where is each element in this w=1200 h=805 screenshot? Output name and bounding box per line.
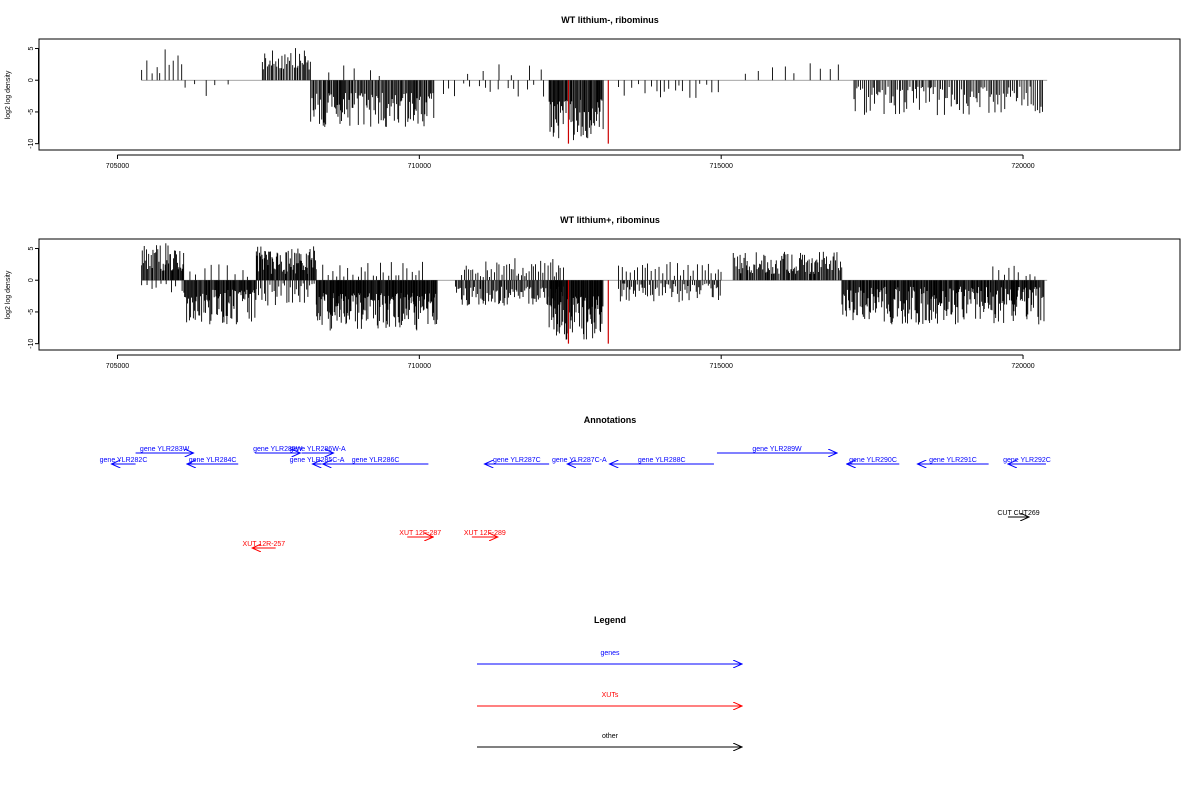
feature-other: CUT CUT269 [997,510,1040,517]
panel-title: WT lithium-, ribominus [561,15,659,25]
x-tick-label: 720000 [1011,163,1034,170]
feature-genes: gene YLR284C [187,457,239,464]
feature-genes: gene YLR291C [917,457,989,464]
track-panel-lithium-plus: WT lithium+, ribominus log2 log density … [5,215,1181,370]
feature-label: gene YLR283W [140,446,190,453]
x-axis: 705000 710000 715000 720000 [106,354,1035,370]
y-tick-label: -10 [28,338,35,348]
plot-frame [38,38,1181,151]
y-tick-label: -10 [28,138,35,148]
legend: Legend genes XUTs other [477,615,742,747]
x-axis: 705000 710000 715000 720000 [106,154,1035,170]
y-tick-label: 0 [28,278,35,282]
feature-label: gene YLR286C [352,457,400,464]
x-tick-label: 720000 [1011,363,1034,370]
feature-genes: gene YLR287C [485,457,550,464]
feature-genes: gene YLR286W-A [290,446,346,453]
feature-label: gene YLR286W-A [290,446,346,453]
feature-label: gene YLR282C [100,457,148,464]
feature-genes: gene YLR285W [253,446,303,453]
legend-title: Legend [594,615,626,625]
feature-genes: gene YLR286C [323,457,429,464]
legend-label: other [602,733,619,740]
y-axis-label: log2 log density [5,270,12,319]
feature-label: gene YLR289W [752,446,802,453]
track-panel-lithium-minus: WT lithium-, ribominus log2 log density … [5,15,1181,170]
legend-item-other: other [477,733,742,747]
feature-label: XUT 12F-287 [399,530,441,537]
feature-xuts: XUT 12R-257 [243,541,286,548]
y-tick-label: 5 [28,246,35,250]
feature-genes: gene YLR288C [610,457,714,464]
x-tick-label: 710000 [408,163,431,170]
feature-label: CUT CUT269 [997,510,1039,517]
feature-genes: gene YLR290C [847,457,900,464]
x-tick-label: 705000 [106,363,129,370]
feature-xuts: XUT 12F-289 [464,530,506,537]
legend-items: genes XUTs other [477,650,742,747]
feature-label: gene YLR292C [1003,457,1051,464]
x-tick-label: 715000 [710,163,733,170]
x-tick-label: 715000 [710,363,733,370]
feature-genes: gene YLR283W [135,446,194,453]
signal-bars [141,48,1048,144]
legend-item-xuts: XUTs [477,692,742,706]
y-axis: 5 0 -5 -10 [28,46,39,149]
feature-label: gene YLR291C [929,457,977,464]
feature-label: gene YLR285W [253,446,303,453]
feature-label: gene YLR285C-A [290,457,345,464]
y-tick-label: -5 [28,109,35,115]
feature-label: XUT 12R-257 [243,541,286,548]
y-tick-label: 5 [28,46,35,50]
legend-label: XUTs [602,692,619,699]
feature-list: gene YLR283W gene YLR282C gene YLR284C gene… [100,446,1051,548]
signal-bars [141,243,1048,344]
annotations-title: Annotations [584,415,637,425]
feature-genes: gene YLR292C [1003,457,1051,464]
legend-label: genes [600,650,620,657]
x-tick-label: 710000 [408,363,431,370]
feature-genes: gene YLR282C [100,457,148,464]
feature-genes: gene YLR287C-A [552,457,607,464]
y-axis: 5 0 -5 -10 [28,246,39,349]
feature-genes: gene YLR289W [716,446,837,453]
feature-xuts: XUT 12F-287 [399,530,441,537]
feature-label: gene YLR288C [638,457,686,464]
feature-label: gene YLR284C [189,457,237,464]
feature-label: gene YLR287C [493,457,541,464]
legend-item-genes: genes [477,650,742,664]
panel-title: WT lithium+, ribominus [560,215,660,225]
y-axis-label: log2 log density [5,70,12,119]
x-tick-label: 705000 [106,163,129,170]
y-tick-label: -5 [28,309,35,315]
feature-genes: gene YLR285C-A [290,457,345,464]
y-tick-label: 0 [28,78,35,82]
feature-label: gene YLR290C [849,457,897,464]
feature-label: gene YLR287C-A [552,457,607,464]
feature-label: XUT 12F-289 [464,530,506,537]
